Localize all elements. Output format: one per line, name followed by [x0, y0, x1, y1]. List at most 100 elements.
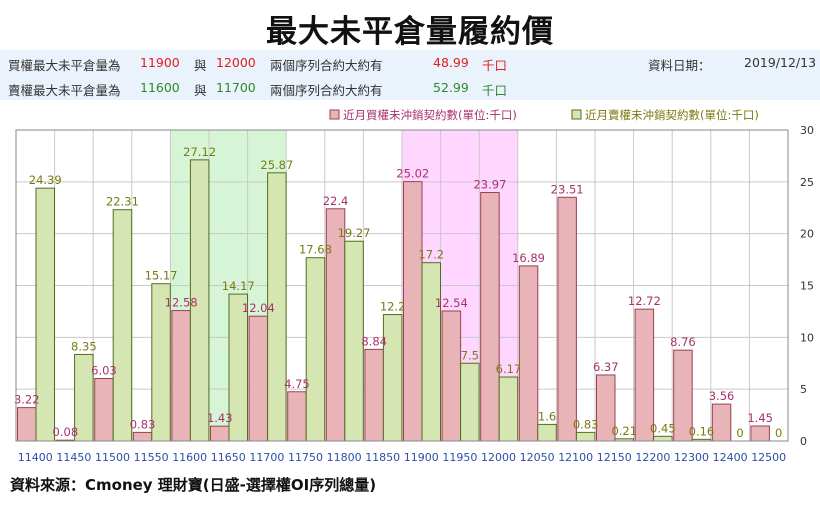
put-value-label: 7.5 [461, 348, 479, 362]
call-bar-11700 [248, 315, 269, 442]
y-tick-label: 5 [800, 383, 807, 396]
x-tick-label: 11600 [172, 451, 207, 464]
call-bar-12500 [750, 425, 770, 442]
call-bar-11550 [132, 431, 153, 442]
put-bar-11750 [305, 257, 326, 442]
put-bar-12000 [498, 376, 519, 442]
open-interest-chart: 3.22 24.39 0.08 8.35 6.03 22.31 0.83 15.17 12.58… [14, 108, 814, 464]
y-tick-label: 30 [800, 124, 814, 137]
x-tick-label: 11800 [327, 451, 362, 464]
put-value-label: 0 [736, 426, 743, 440]
call-bar-12000 [480, 192, 500, 442]
call-value-label: 6.37 [593, 360, 619, 374]
call-bar-11850 [364, 348, 384, 442]
legend-call-swatch [329, 109, 340, 120]
call-bar-11750 [287, 391, 307, 442]
date-value: 2019/12/13 [744, 55, 817, 70]
put-bar-11900 [421, 262, 441, 442]
x-tick-label: 11700 [249, 451, 284, 464]
call-summary-desc: 兩個序列合約大約有 [270, 58, 383, 73]
call-bar-11600 [171, 310, 191, 442]
call-value-label: 0.08 [53, 425, 79, 439]
put-summary-row: 賣權最大未平倉量為 11600 與 11700 兩個序列合約大約有 52.99 … [0, 75, 820, 100]
plot-frame [15, 129, 789, 442]
legend-put-label: 近月賣權未沖銷契約數(單位:千口) [585, 108, 759, 122]
call-value-label: 25.02 [396, 167, 429, 181]
put-value-label: 0 [775, 426, 782, 440]
put-value-label: 22.31 [106, 195, 139, 209]
call-bar-11650 [210, 425, 230, 442]
put-summary-label: 賣權最大未平倉量為 [8, 83, 121, 98]
call-total-amount: 48.99 [433, 55, 469, 70]
y-tick-label: 15 [800, 280, 814, 293]
call-value-label: 1.43 [207, 411, 233, 425]
summary-panel: 買權最大未平倉量為 11900 與 12000 兩個序列合約大約有 48.99 … [0, 50, 820, 100]
y-tick-label: 10 [800, 331, 814, 344]
put-total-amount: 52.99 [433, 80, 469, 95]
call-summary-row: 買權最大未平倉量為 11900 與 12000 兩個序列合約大約有 48.99 … [0, 50, 820, 75]
put-bar-11950 [460, 362, 480, 442]
call-value-label: 12.58 [165, 296, 198, 310]
call-summary-label: 買權最大未平倉量為 [8, 58, 121, 73]
source-note: 資料來源：Cmoney 理財寶(日盛-選擇權OI序列總量) [10, 476, 377, 494]
x-tick-label: 12100 [558, 451, 593, 464]
put-value-label: 12.2 [380, 300, 406, 314]
x-tick-label: 12400 [713, 451, 748, 464]
x-tick-label: 12500 [751, 451, 786, 464]
put-value-label: 8.35 [71, 339, 97, 353]
x-tick-label: 11750 [288, 451, 323, 464]
put-value-label: 0.45 [650, 421, 676, 435]
x-tick-label: 11500 [95, 451, 130, 464]
x-tick-label: 11400 [18, 451, 53, 464]
put-value-label: 25.87 [260, 158, 293, 172]
call-bar-11400 [17, 407, 37, 442]
date-label: 資料日期： [648, 58, 711, 73]
x-tick-label: 11950 [442, 451, 477, 464]
put-value-label: 14.17 [222, 279, 255, 293]
call-value-label: 12.04 [242, 301, 275, 315]
call-bar-11900 [403, 181, 423, 442]
put-strike-1: 11600 [140, 80, 180, 95]
put-summary-desc: 兩個序列合約大約有 [270, 83, 383, 98]
put-value-label: 0.21 [611, 424, 637, 438]
x-tick-label: 12200 [635, 451, 670, 464]
call-strike-1: 11900 [140, 55, 180, 70]
put-bar-11500 [112, 209, 133, 442]
legend-call-label: 近月買權未沖銷契約數(單位:千口) [343, 108, 517, 122]
x-tick-label: 11900 [404, 451, 439, 464]
put-value-label: 24.39 [29, 173, 62, 187]
put-value-label: 0.83 [573, 417, 599, 431]
call-value-label: 6.03 [91, 363, 117, 377]
call-bar-11950 [441, 310, 462, 442]
put-bar-12050 [537, 423, 557, 442]
call-bar-12100 [557, 196, 577, 442]
x-tick-label: 11850 [365, 451, 400, 464]
y-tick-label: 20 [800, 228, 814, 241]
x-tick-label: 11550 [134, 451, 169, 464]
put-separator: 與 [194, 83, 207, 98]
x-tick-label: 12000 [481, 451, 516, 464]
x-tick-label: 11650 [211, 451, 246, 464]
put-value-label: 19.27 [338, 226, 371, 240]
call-separator: 與 [194, 58, 207, 73]
call-value-label: 12.72 [628, 294, 661, 308]
put-value-label: 0.16 [689, 424, 715, 438]
put-bar-12100 [575, 431, 596, 442]
put-value-label: 6.17 [496, 362, 522, 376]
call-value-label: 23.51 [551, 182, 584, 196]
call-total-unit: 千口 [482, 58, 508, 73]
call-bar-12050 [518, 265, 539, 442]
x-tick-label: 12050 [520, 451, 555, 464]
page-title: 最大未平倉量履約價 [266, 14, 554, 50]
call-value-label: 23.97 [473, 178, 506, 192]
call-bar-11500 [94, 377, 114, 442]
call-value-label: 8.84 [361, 334, 387, 348]
put-value-label: 27.12 [183, 145, 216, 159]
call-strike-2: 12000 [216, 55, 256, 70]
call-value-label: 8.76 [670, 335, 696, 349]
put-value-label: 17.2 [418, 248, 444, 262]
legend-put-swatch [571, 109, 582, 120]
put-value-label: 1.6 [538, 409, 556, 423]
put-value-label: 15.17 [145, 269, 178, 283]
call-value-label: 22.4 [323, 194, 349, 208]
